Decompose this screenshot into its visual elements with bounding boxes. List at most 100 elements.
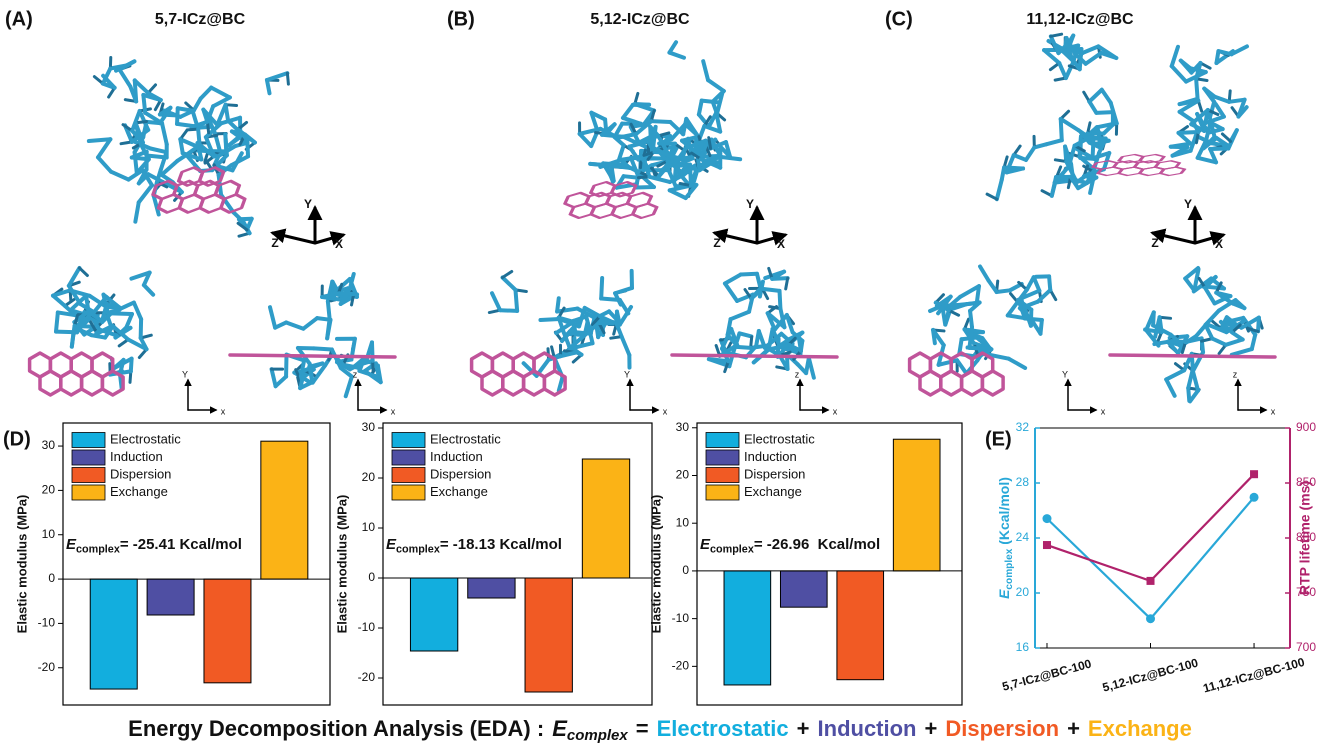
bond xyxy=(1239,315,1261,330)
bond xyxy=(498,308,520,313)
ring xyxy=(542,369,567,397)
host-molecule xyxy=(706,266,816,380)
bond xyxy=(620,115,643,126)
bond xyxy=(1184,70,1208,84)
bar xyxy=(779,570,828,608)
bond xyxy=(320,294,346,303)
ring xyxy=(939,369,964,397)
bond xyxy=(1246,326,1260,333)
legend-swatch xyxy=(705,484,740,501)
bond xyxy=(754,328,761,349)
ring xyxy=(918,369,943,397)
bond xyxy=(722,272,743,286)
bond xyxy=(273,374,289,389)
bond xyxy=(770,276,790,281)
bond xyxy=(985,192,999,201)
bond xyxy=(962,327,986,335)
bar xyxy=(723,570,772,686)
bond xyxy=(235,127,250,142)
y-tick-label: 10 xyxy=(362,520,376,534)
bar xyxy=(467,577,516,599)
bond xyxy=(298,358,307,382)
bond xyxy=(50,293,67,308)
y-tick-label: 30 xyxy=(676,420,690,434)
axis-label: z xyxy=(795,369,800,379)
bond xyxy=(673,162,693,169)
bond xyxy=(620,102,635,120)
bond xyxy=(556,315,566,335)
bond xyxy=(96,137,113,160)
bond xyxy=(285,71,290,86)
marker xyxy=(1250,470,1259,479)
bond xyxy=(589,110,600,134)
bond xyxy=(1207,99,1217,120)
bond xyxy=(298,368,307,391)
bond xyxy=(1164,368,1187,382)
legend-swatch xyxy=(391,432,426,448)
bond xyxy=(1058,116,1081,133)
bond xyxy=(87,293,109,310)
guest-molecule xyxy=(907,351,1005,397)
panel-label: (D) xyxy=(3,428,31,450)
bond xyxy=(641,155,652,179)
bond xyxy=(197,145,220,159)
bond xyxy=(74,326,94,338)
bond xyxy=(667,172,686,184)
bond xyxy=(641,155,663,161)
series-line xyxy=(1046,496,1255,621)
guest-edge-on xyxy=(228,353,397,359)
y-axis-label: Elastic modulus (MPa) xyxy=(14,495,29,634)
bond xyxy=(577,131,594,149)
bond xyxy=(215,143,238,159)
bond xyxy=(672,145,689,166)
bond xyxy=(190,108,201,132)
bond xyxy=(109,311,134,317)
bond xyxy=(338,366,354,379)
bond xyxy=(600,132,626,139)
panel-label: (C) xyxy=(885,8,913,30)
bond xyxy=(555,306,580,314)
bond xyxy=(1042,48,1062,66)
series-line xyxy=(1046,473,1255,583)
bond xyxy=(160,121,169,147)
bar xyxy=(524,577,573,693)
y2-tick-label: 750 xyxy=(1296,585,1316,599)
bond xyxy=(684,116,700,138)
bond xyxy=(667,188,688,201)
y2-tick-label: 850 xyxy=(1296,475,1316,489)
bar xyxy=(581,458,631,579)
bond xyxy=(128,84,139,104)
bond xyxy=(74,317,92,331)
bond xyxy=(1230,330,1245,342)
bond xyxy=(154,167,163,185)
axis-label: z xyxy=(353,369,358,379)
bond xyxy=(136,183,154,205)
y-tick-label: 0 xyxy=(368,570,375,584)
axis-label: Y xyxy=(1062,369,1068,379)
bond xyxy=(1177,96,1200,107)
bar xyxy=(892,438,941,572)
bond xyxy=(767,327,775,348)
bond xyxy=(133,120,143,146)
bond xyxy=(931,327,946,348)
bond xyxy=(1099,87,1113,105)
axis-arrow xyxy=(270,228,317,245)
axis-label: X xyxy=(335,237,343,251)
caption: Energy Decomposition Analysis (EDA) : Eco… xyxy=(128,716,1192,744)
ring xyxy=(630,202,659,220)
bond xyxy=(1088,135,1108,141)
bond xyxy=(307,361,315,385)
bond xyxy=(725,332,740,349)
bond xyxy=(955,301,979,308)
bond xyxy=(725,317,733,337)
bond xyxy=(1090,150,1112,161)
bar xyxy=(203,578,252,684)
bond xyxy=(1047,274,1053,293)
bond xyxy=(264,77,272,96)
bond xyxy=(50,288,73,298)
y-tick-label: 20 xyxy=(676,468,690,482)
bond xyxy=(1005,300,1020,318)
y2-tick-label: 800 xyxy=(1296,530,1316,544)
bond xyxy=(1256,315,1261,334)
bond xyxy=(268,305,278,330)
